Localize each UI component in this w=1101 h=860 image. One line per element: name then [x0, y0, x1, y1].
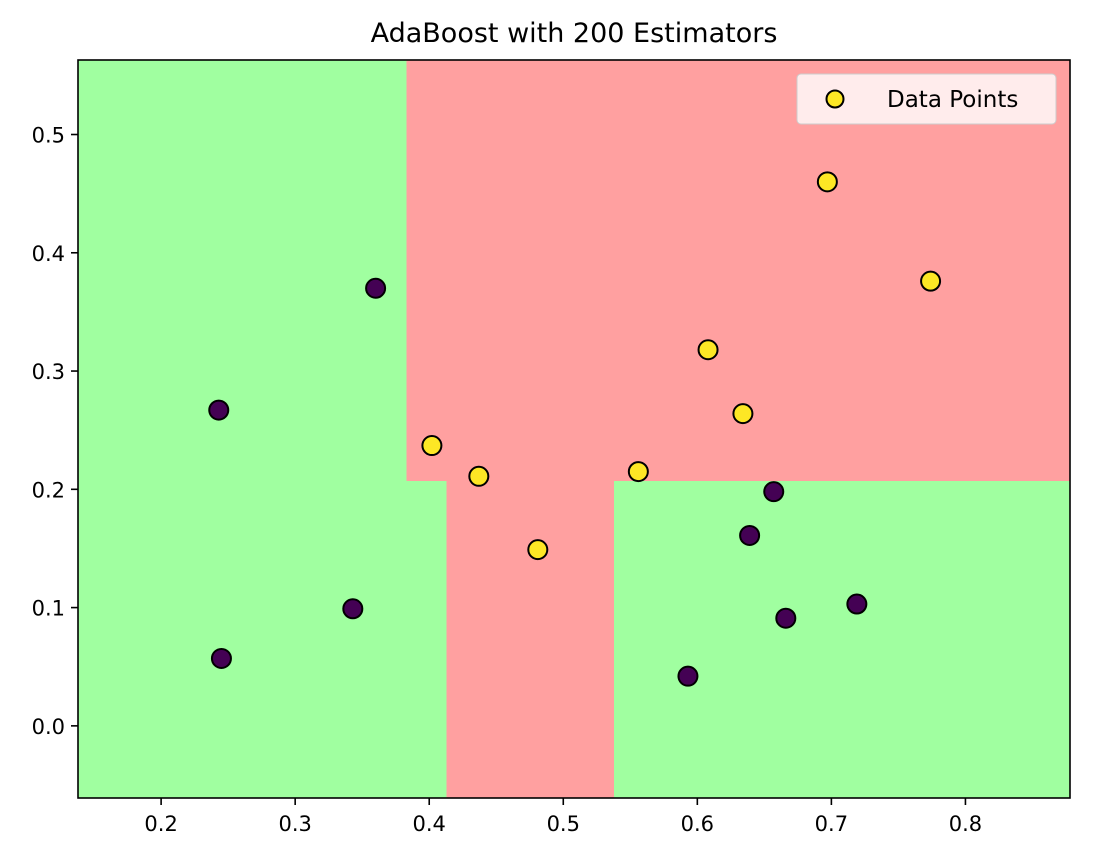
decision-regions	[78, 60, 1070, 798]
y-tick-label: 0.2	[32, 478, 65, 502]
decision-region-green	[78, 481, 447, 798]
data-point-class-1	[920, 270, 942, 292]
x-tick-label: 0.6	[681, 812, 714, 836]
data-point-class-1	[468, 465, 490, 487]
data-point-class-1	[732, 403, 754, 425]
data-point-class-1	[697, 339, 719, 361]
x-tick-label: 0.8	[949, 812, 982, 836]
data-point-class-0	[763, 481, 785, 503]
legend-box	[796, 73, 1057, 125]
data-point-class-1	[527, 539, 549, 561]
data-point-class-0	[210, 647, 232, 669]
x-tick-label: 0.7	[815, 812, 848, 836]
y-tick-label: 0.5	[32, 124, 65, 148]
data-point-class-0	[208, 399, 230, 421]
legend: Data Points	[796, 73, 1057, 125]
y-tick-label: 0.1	[32, 597, 65, 621]
data-points	[208, 171, 942, 687]
x-tick-label: 0.3	[278, 812, 311, 836]
y-tick-label: 0.4	[32, 242, 65, 266]
y-tick-label: 0.3	[32, 360, 65, 384]
legend-label: Data Points	[887, 87, 1018, 113]
y-axis: 0.0 0.1 0.2 0.3 0.4 0.5	[32, 124, 78, 739]
x-tick-label: 0.4	[413, 812, 446, 836]
decision-region-green	[78, 60, 407, 482]
x-tick-label: 0.2	[144, 812, 177, 836]
chart-title: AdaBoost with 200 Estimators	[371, 18, 778, 49]
data-point-class-1	[627, 461, 649, 483]
data-point-class-1	[421, 435, 443, 457]
decision-region-red	[446, 481, 615, 798]
data-point-class-0	[739, 524, 761, 546]
decision-region-green	[614, 481, 1070, 798]
x-tick-label: 0.5	[547, 812, 580, 836]
data-point-class-0	[365, 277, 387, 299]
data-point-class-0	[677, 665, 699, 687]
x-axis: 0.2 0.3 0.4 0.5 0.6 0.7 0.8	[144, 798, 982, 836]
data-point-class-0	[775, 607, 797, 629]
legend-marker	[825, 89, 845, 109]
y-tick-label: 0.0	[32, 715, 65, 739]
data-point-class-0	[846, 593, 868, 615]
data-point-class-1	[816, 171, 838, 193]
data-point-class-0	[342, 598, 364, 620]
plot-frame	[77, 59, 1071, 799]
